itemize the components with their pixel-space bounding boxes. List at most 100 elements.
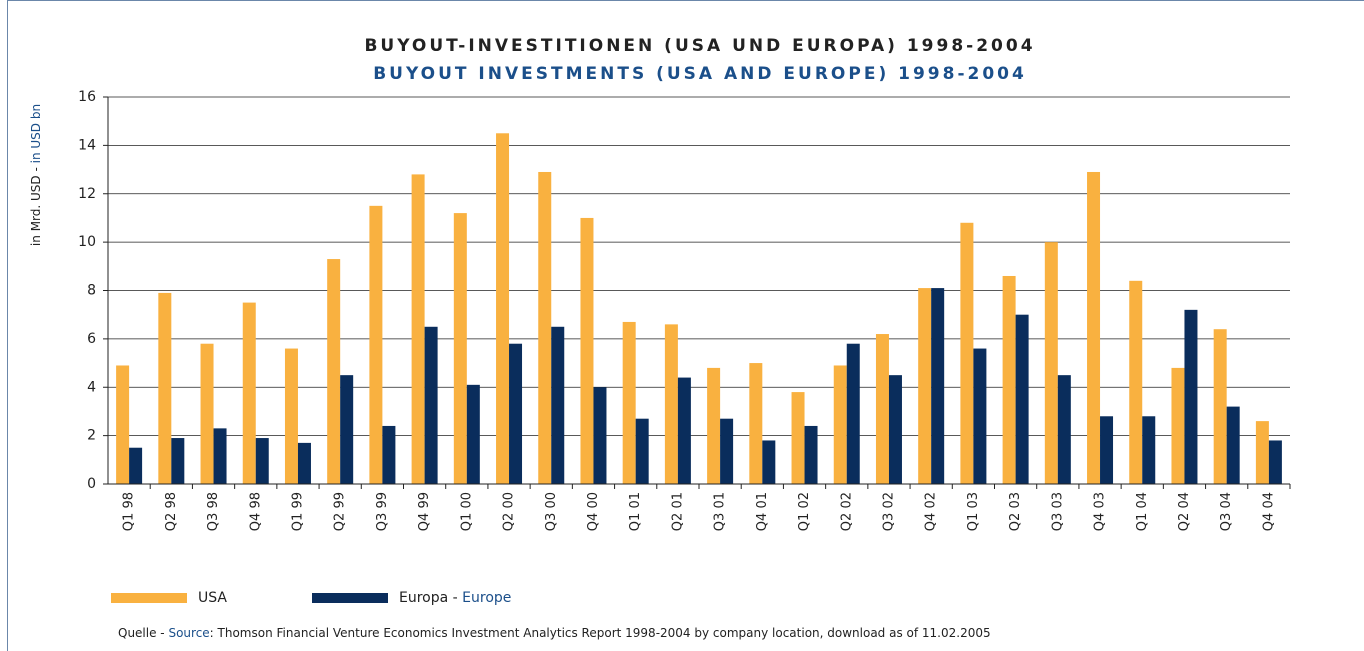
bar <box>340 375 354 484</box>
bar <box>635 418 649 484</box>
bar <box>1100 416 1114 484</box>
bar <box>580 217 594 484</box>
frame <box>7 0 1364 651</box>
bar <box>255 438 269 484</box>
legend-label-part: Europe <box>462 590 511 606</box>
bar <box>804 425 818 484</box>
legend-label-part: Europa - <box>399 590 462 606</box>
bar <box>242 302 256 484</box>
bar <box>762 440 776 484</box>
bar <box>1213 329 1227 484</box>
y-tick-label: 2 <box>87 428 96 444</box>
x-tick-label: Q4 98 <box>248 492 263 531</box>
bar <box>707 367 721 484</box>
y-label-en: in USD bn <box>29 104 43 163</box>
x-tick-label: Q4 04 <box>1261 492 1276 531</box>
x-tick-label: Q4 03 <box>1093 492 1108 531</box>
y-tick-label: 12 <box>78 186 96 202</box>
x-tick-label: Q1 98 <box>122 492 137 531</box>
legend-label: Europa - Europe <box>399 590 511 606</box>
bar <box>677 377 691 484</box>
legend-label: USA <box>198 590 227 606</box>
bar <box>200 343 214 484</box>
bar <box>749 363 763 484</box>
y-axis-label: in Mrd. USD - in USD bn <box>29 104 43 246</box>
bar <box>116 365 130 484</box>
x-tick-label: Q3 99 <box>375 492 390 531</box>
y-tick-label: 4 <box>87 379 96 395</box>
bar <box>453 213 467 484</box>
bar <box>424 326 438 484</box>
x-tick-label: Q2 01 <box>670 492 685 531</box>
bar <box>1087 171 1101 484</box>
bar <box>297 442 311 484</box>
source-part: : Thomson Financial Venture Economics In… <box>210 626 991 640</box>
y-tick-label: 0 <box>87 476 96 492</box>
x-tick-label: Q1 01 <box>628 492 643 531</box>
bar <box>960 222 974 484</box>
chart-subtitle: BUYOUT INVESTMENTS (USA AND EUROPE) 1998… <box>373 64 1027 84</box>
x-tick-label: Q2 99 <box>333 492 348 531</box>
bar <box>875 334 889 484</box>
x-tick-label: Q1 04 <box>1135 492 1150 531</box>
y-label-de: in Mrd. USD - <box>29 163 43 246</box>
x-tick-label: Q4 02 <box>924 492 939 531</box>
bar <box>1255 421 1269 484</box>
x-tick-label: Q3 02 <box>881 492 896 531</box>
bar <box>369 205 383 484</box>
bar <box>791 392 805 484</box>
x-tick-label: Q3 01 <box>713 492 728 531</box>
bar <box>411 174 425 484</box>
bar <box>1184 309 1198 484</box>
legend-swatch <box>312 593 388 603</box>
x-tick-label: Q2 03 <box>1008 492 1023 531</box>
source-part: Source <box>168 626 209 640</box>
y-tick-label: 10 <box>78 234 96 250</box>
bar <box>931 288 945 484</box>
bar <box>1129 280 1143 484</box>
bar <box>551 326 565 484</box>
x-tick-label: Q2 04 <box>1177 492 1192 531</box>
bar <box>538 171 552 484</box>
bar <box>1142 416 1156 484</box>
bar <box>1226 406 1240 484</box>
x-tick-label: Q4 01 <box>755 492 770 531</box>
x-tick-label: Q1 00 <box>459 492 474 531</box>
x-tick-label: Q3 98 <box>206 492 221 531</box>
bar <box>833 365 847 484</box>
bar <box>1268 440 1282 484</box>
bar <box>1015 314 1029 484</box>
bar <box>382 425 396 484</box>
y-tick-label: 14 <box>78 137 96 153</box>
bar <box>1057 375 1071 484</box>
x-tick-label: Q2 98 <box>164 492 179 531</box>
bar <box>593 387 607 484</box>
x-tick-label: Q3 00 <box>544 492 559 531</box>
bar <box>1044 242 1058 484</box>
y-tick-label: 6 <box>87 331 96 347</box>
x-tick-label: Q1 03 <box>966 492 981 531</box>
y-tick-label: 16 <box>78 89 96 105</box>
source-part: Quelle - <box>118 626 168 640</box>
bar <box>973 348 987 484</box>
y-tick-label: 8 <box>87 283 96 299</box>
x-tick-label: Q4 00 <box>586 492 601 531</box>
source: Quelle - Source: Thomson Financial Ventu… <box>118 626 991 640</box>
bar <box>1002 275 1016 484</box>
bar <box>664 324 678 484</box>
bar <box>622 321 636 484</box>
bar <box>466 384 480 484</box>
bar <box>158 292 172 484</box>
bar <box>888 375 902 484</box>
x-tick-label: Q2 02 <box>839 492 854 531</box>
bar <box>918 288 932 484</box>
chart-title: BUYOUT-INVESTITIONEN (USA UND EUROPA) 19… <box>364 36 1035 56</box>
bar <box>1171 367 1185 484</box>
bar <box>213 428 227 484</box>
x-tick-label: Q1 02 <box>797 492 812 531</box>
bar <box>327 259 341 484</box>
x-tick-label: Q2 00 <box>502 492 517 531</box>
bar <box>284 348 298 484</box>
legend-swatch <box>111 593 187 603</box>
